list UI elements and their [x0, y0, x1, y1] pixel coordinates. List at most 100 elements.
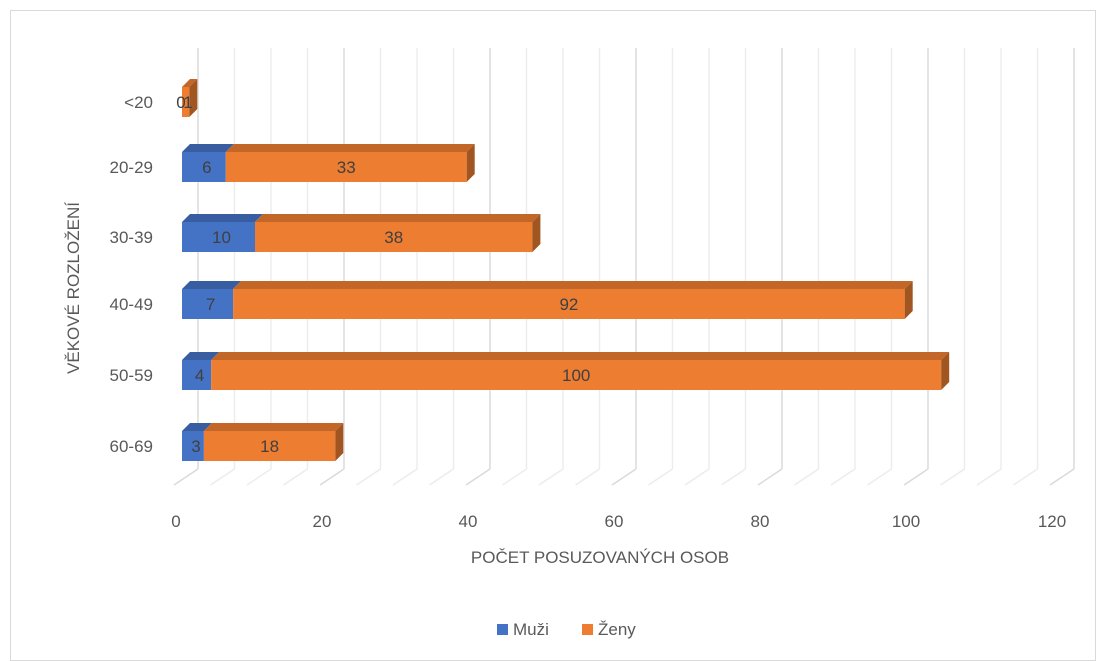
bar-side-face — [466, 144, 475, 182]
data-label-muzi: 7 — [206, 295, 215, 314]
x-tick-label: 120 — [1038, 512, 1066, 531]
grid-floor-line — [210, 468, 235, 486]
data-label-zeny: 33 — [337, 158, 356, 177]
bar-muzi — [182, 144, 234, 182]
x-tick-label: 0 — [171, 512, 180, 531]
bar-side-face — [904, 281, 913, 319]
data-labels: 01 6 33 10 38 7 92 4 100 3 18 — [176, 93, 590, 456]
grid-floor-line — [976, 468, 1002, 486]
bar-top-face — [211, 352, 950, 360]
bar-top-face — [182, 423, 212, 431]
bars — [182, 79, 950, 461]
bar-top-face — [255, 214, 541, 222]
bar-side-face — [941, 352, 950, 390]
grid-floor-line — [1013, 468, 1038, 486]
bar-front-face — [182, 87, 190, 117]
grid-floor-line — [465, 468, 491, 486]
grid-floor-line — [356, 468, 381, 486]
bar-muzi — [182, 281, 242, 319]
grid-floor-line — [429, 468, 454, 486]
bar-muzi — [182, 214, 263, 252]
data-label-muzi: 10 — [212, 228, 231, 247]
grid-floor-line — [757, 468, 783, 486]
grid-floor-line — [319, 468, 345, 486]
bar-front-face — [182, 431, 204, 461]
data-label-zeny: 18 — [260, 437, 279, 456]
bar-zeny — [225, 144, 475, 182]
bar-front-face — [211, 360, 942, 390]
x-tick-label: 80 — [751, 512, 770, 531]
legend-swatch-zeny — [582, 624, 593, 635]
data-label-muzi: 0 — [176, 93, 185, 112]
bar-front-face — [182, 152, 226, 182]
grid-floor-line — [684, 468, 710, 486]
data-label-muzi: 4 — [195, 366, 204, 385]
grid-floor-line — [502, 468, 527, 486]
y-axis-title: VĚKOVÉ ROZLOŽENÍ — [64, 202, 83, 374]
bar-zeny — [255, 214, 541, 252]
bar-zeny — [182, 79, 198, 117]
bar-front-face — [203, 431, 336, 461]
bar-top-face — [225, 144, 475, 152]
y-tick-label: <20 — [124, 93, 153, 112]
x-tick-label: 20 — [313, 512, 332, 531]
legend-label-muzi: Muži — [513, 620, 549, 639]
grid-floor-line — [721, 468, 746, 486]
x-axis-title: POČET POSUZOVANÝCH OSOB — [471, 548, 729, 567]
bar-zeny — [233, 281, 913, 319]
bar-zeny — [211, 352, 950, 390]
legend: Muži Ženy — [497, 620, 636, 639]
bar-top-face — [182, 214, 263, 222]
bar-front-face — [225, 152, 467, 182]
bar-front-face — [233, 289, 905, 319]
bar-front-face — [182, 289, 234, 319]
bar-top-face — [203, 423, 344, 431]
x-tick-labels: 0 20 40 60 80 100 120 — [171, 512, 1066, 531]
legend-label-zeny: Ženy — [598, 620, 636, 639]
chart-frame — [10, 10, 1096, 661]
grid-floor-line — [392, 468, 418, 486]
grid-floor-line — [830, 468, 856, 486]
bar-top-face — [182, 79, 198, 87]
y-tick-label: 60-69 — [110, 437, 153, 456]
y-tick-label: 40-49 — [110, 295, 153, 314]
bar-side-face — [335, 423, 344, 461]
data-label-zeny: 92 — [559, 295, 578, 314]
x-tick-label: 60 — [605, 512, 624, 531]
grid-floor-line — [173, 468, 199, 486]
bar-front-face — [255, 222, 533, 252]
grid-floor-line — [867, 468, 892, 486]
grid-floor-line — [538, 468, 564, 486]
legend-swatch-muzi — [497, 624, 508, 635]
grid-floor-line — [575, 468, 600, 486]
data-label-zeny: 100 — [562, 366, 590, 385]
grid-floor-line — [611, 468, 637, 486]
bar-top-face — [182, 281, 242, 289]
grid-floor-line — [903, 468, 929, 486]
grid-floor-line — [246, 468, 272, 486]
data-label-muzi: 6 — [202, 158, 211, 177]
bar-side-face — [189, 79, 198, 117]
bar-front-face — [182, 222, 255, 252]
x-tick-label: 100 — [892, 512, 920, 531]
y-tick-label: 30-39 — [110, 228, 153, 247]
data-label-zeny: 1 — [183, 93, 192, 112]
bar-zeny — [203, 423, 344, 461]
bar-top-face — [182, 352, 220, 360]
data-label-zeny: 38 — [384, 228, 403, 247]
grid-floor-line — [648, 468, 673, 486]
x-tick-label: 40 — [459, 512, 478, 531]
bar-top-face — [182, 144, 234, 152]
y-tick-labels: <20 20-29 30-39 40-49 50-59 60-69 — [110, 93, 153, 456]
grid-floor-line — [1049, 468, 1075, 486]
grid-floor-line — [794, 468, 819, 486]
bar-side-face — [532, 214, 541, 252]
grid-lines — [173, 48, 1075, 486]
bar-muzi — [182, 423, 212, 461]
bar-top-face — [233, 281, 913, 289]
bar-muzi — [182, 352, 220, 390]
grid-floor-line — [940, 468, 965, 486]
bar-front-face — [182, 360, 212, 390]
y-tick-label: 50-59 — [110, 366, 153, 385]
